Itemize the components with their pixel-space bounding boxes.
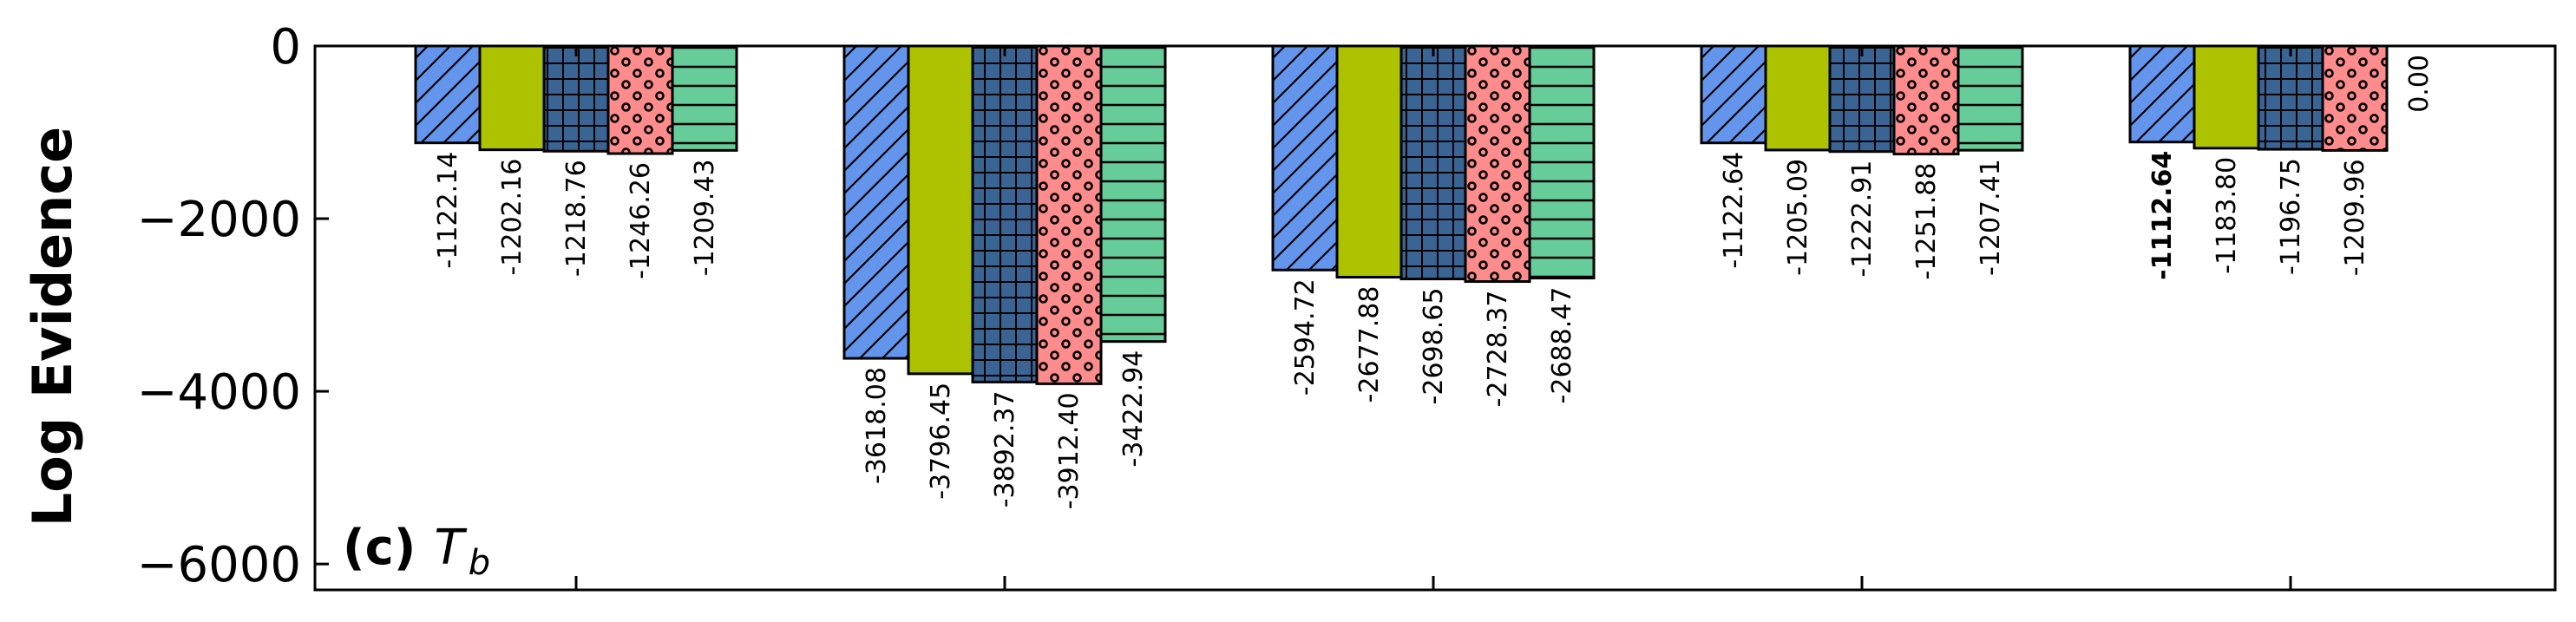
data-label-series5-group2: -3422.94 [1118, 350, 1149, 468]
data-label-series1-group5: -1112.64 [2147, 151, 2178, 280]
bar-series3-group2 [971, 44, 1039, 383]
y-tick-label: −6000 [137, 537, 301, 593]
data-labels-layer: -1122.14 -1202.16 -1218.76 -1246.26 -1209.43… [433, 55, 2435, 509]
panel-symbol: T [434, 520, 467, 576]
data-label-series3-group2: -3892.37 [990, 390, 1020, 507]
bar-series1-group1 [414, 44, 482, 145]
bar-series4-group2 [1035, 44, 1103, 385]
data-label-series2-group2: -3796.45 [926, 383, 956, 500]
bar-series3-group5 [2257, 44, 2324, 151]
bar-series3-group1 [542, 44, 610, 153]
data-label-series5-group5: 0.00 [2404, 55, 2435, 113]
bar-series2-group3 [1335, 44, 1403, 279]
data-label-series1-group3: -2594.72 [1290, 278, 1321, 396]
bar-series5-group4 [1957, 44, 2024, 152]
bar-series2-group5 [2193, 44, 2260, 150]
bar-series4-group3 [1464, 44, 1531, 284]
panel-tag: (c) [343, 520, 416, 576]
data-label-series3-group3: -2698.65 [1419, 288, 1449, 405]
bars-layer [414, 44, 2389, 385]
y-tick-label: −4000 [137, 364, 301, 421]
data-label-series2-group3: -2677.88 [1354, 286, 1385, 403]
bar-series2-group4 [1764, 44, 1832, 152]
data-label-series1-group2: -3618.08 [862, 367, 892, 484]
bar-series1-group2 [842, 44, 910, 360]
bar-series5-group1 [671, 44, 738, 152]
bar-series4-group4 [1892, 44, 1960, 156]
bar-series2-group1 [478, 44, 546, 152]
bar-series3-group3 [1399, 44, 1467, 281]
y-tick-label: 0 [270, 19, 301, 75]
bar-series2-group2 [907, 44, 974, 376]
bar-series4-group1 [606, 44, 674, 155]
data-label-series3-group4: -1222.91 [1847, 160, 1878, 278]
data-label-series3-group5: -1196.75 [2276, 158, 2306, 275]
data-label-series5-group4: -1207.41 [1976, 159, 2006, 276]
bar-series4-group5 [2321, 44, 2389, 152]
data-label-series2-group1: -1202.16 [497, 159, 528, 276]
data-label-series5-group1: -1209.43 [690, 159, 720, 276]
data-label-series4-group2: -3912.40 [1054, 392, 1085, 509]
bar-series1-group4 [1700, 44, 1767, 145]
panel-subscript: b [469, 543, 490, 583]
data-label-series5-group3: -2688.47 [1547, 287, 1577, 404]
bar-series5-group2 [1099, 44, 1167, 344]
data-label-series4-group4: -1251.88 [1911, 163, 1942, 280]
y-axis: 0 −2000 −4000 −6000 [137, 19, 329, 593]
data-label-series4-group3: -2728.37 [1483, 291, 1513, 408]
data-label-series1-group4: -1122.64 [1719, 152, 1749, 269]
y-tick-label: −2000 [137, 192, 301, 248]
y-axis-label: Log Evidence [21, 127, 84, 527]
bar-series3-group4 [1828, 44, 1896, 154]
data-label-series3-group1: -1218.76 [561, 160, 592, 277]
bar-series1-group5 [2128, 44, 2196, 144]
data-label-series2-group5: -1183.80 [2212, 157, 2242, 274]
panel-label: (c) T b [343, 520, 490, 583]
plot-frame [313, 44, 2557, 592]
x-axis [574, 46, 2292, 590]
data-label-series4-group5: -1209.96 [2340, 159, 2370, 276]
data-label-series1-group1: -1122.14 [433, 152, 463, 269]
bar-series1-group3 [1271, 44, 1339, 272]
data-label-series4-group1: -1246.26 [626, 162, 656, 279]
data-label-series2-group4: -1205.09 [1783, 159, 1813, 276]
bar-series5-group3 [1528, 44, 1596, 280]
